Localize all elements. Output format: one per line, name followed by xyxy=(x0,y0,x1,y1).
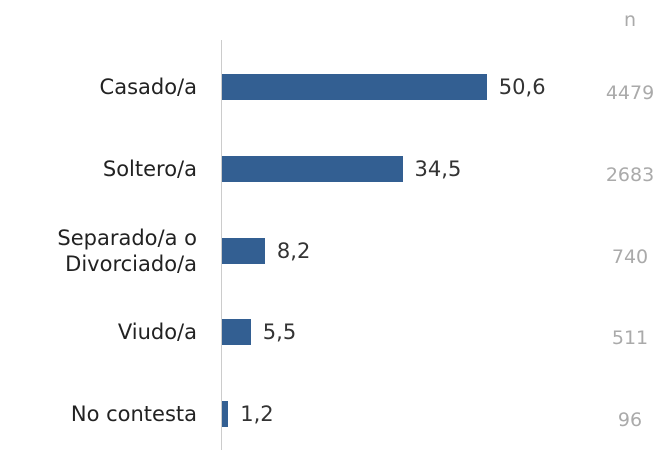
n-value: 2683 xyxy=(605,163,655,186)
n-header: n xyxy=(623,9,637,31)
data-label: 1,2 xyxy=(240,402,274,426)
bar xyxy=(222,74,487,100)
category-label: Separado/a o Divorciado/a xyxy=(57,225,197,276)
n-value: 511 xyxy=(611,327,649,350)
category-label: Viudo/a xyxy=(117,320,197,345)
n-value: 740 xyxy=(611,245,649,268)
category-label: No contesta xyxy=(70,402,197,426)
data-label: 5,5 xyxy=(262,320,297,345)
category-label: Soltero/a xyxy=(102,156,197,181)
bar xyxy=(222,237,265,264)
bar xyxy=(222,401,229,427)
n-value: 4479 xyxy=(605,82,655,104)
data-label: 8,2 xyxy=(276,238,311,263)
axis-line xyxy=(221,40,222,450)
category-label: Casado/a xyxy=(99,75,197,99)
bar xyxy=(222,155,403,182)
data-label: 50,6 xyxy=(498,75,546,99)
n-value: 96 xyxy=(617,409,643,431)
bar xyxy=(222,319,251,346)
data-label: 34,5 xyxy=(414,156,462,181)
